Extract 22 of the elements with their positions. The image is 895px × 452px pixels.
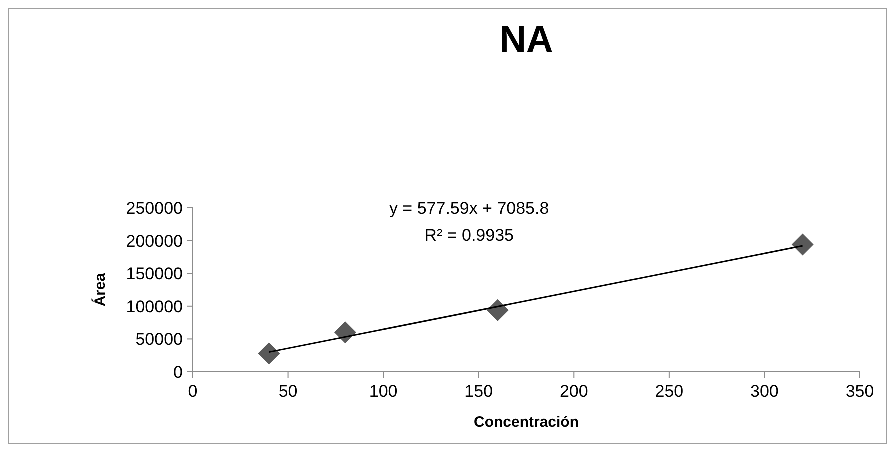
- y-tick-label: 0: [174, 362, 183, 382]
- point: [792, 234, 814, 256]
- point: [258, 342, 280, 365]
- x-tick-label: 100: [369, 382, 398, 401]
- chart-title: NA: [500, 19, 554, 60]
- y-tick-label: 250000: [126, 198, 183, 218]
- x-tick-label: 350: [846, 382, 874, 401]
- y-tick-label: 200000: [126, 232, 183, 251]
- y-axis-title: Área: [91, 272, 109, 307]
- point: [334, 322, 356, 344]
- x-tick-label: 150: [464, 382, 494, 401]
- x-tick-label: 200: [560, 382, 588, 401]
- y-tick-label: 50000: [136, 330, 183, 350]
- x-tick-label: 0: [188, 382, 198, 401]
- annotation: R² = 0.9935: [424, 226, 514, 245]
- y-tick-label: 100000: [126, 297, 183, 316]
- y-tick-label: 150000: [126, 264, 183, 284]
- annotation: y = 577.59x + 7085.8: [389, 199, 550, 218]
- x-tick-label: 250: [655, 382, 684, 401]
- x-tick-label: 50: [278, 382, 298, 401]
- x-tick-label: 300: [750, 382, 779, 401]
- x-axis-title: Concentración: [474, 414, 580, 431]
